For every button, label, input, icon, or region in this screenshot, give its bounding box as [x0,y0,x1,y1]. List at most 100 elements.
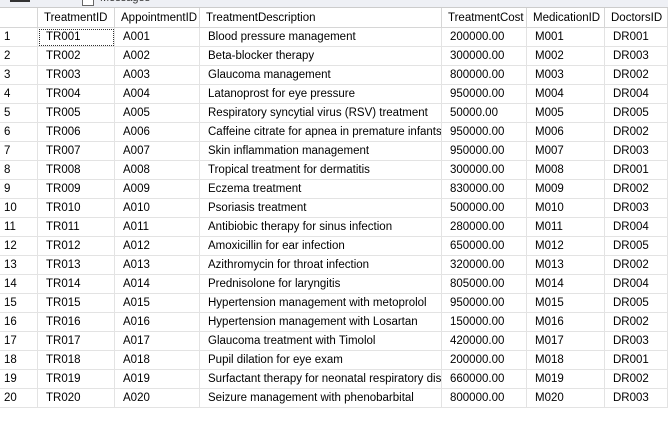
grid-cell[interactable]: DR002 [605,180,668,199]
row-number[interactable]: 4 [0,85,38,104]
row-number[interactable]: 15 [0,294,38,313]
grid-cell[interactable]: A007 [115,142,200,161]
grid-cell[interactable]: M020 [527,389,605,408]
grid-cell[interactable]: M006 [527,123,605,142]
grid-cell[interactable]: M003 [527,66,605,85]
grid-cell[interactable]: 830000.00 [442,180,527,199]
grid-cell[interactable]: Hypertension management with metoprolol [200,294,442,313]
grid-cell[interactable]: M008 [527,161,605,180]
grid-cell[interactable]: TR017 [38,332,115,351]
grid-cell[interactable]: TR008 [38,161,115,180]
grid-cell[interactable]: A017 [115,332,200,351]
grid-cell[interactable]: Pupil dilation for eye exam [200,351,442,370]
row-number[interactable]: 17 [0,332,38,351]
grid-cell[interactable]: TR013 [38,256,115,275]
grid-cell[interactable]: DR001 [605,351,668,370]
column-header[interactable]: DoctorsID [605,8,668,28]
column-header[interactable]: TreatmentDescription [200,8,442,28]
grid-cell[interactable]: TR006 [38,123,115,142]
grid-cell[interactable]: TR010 [38,199,115,218]
grid-cell[interactable]: M014 [527,275,605,294]
grid-cell[interactable]: TR001 [38,28,115,47]
row-number[interactable]: 16 [0,313,38,332]
column-header[interactable]: TreatmentCost [442,8,527,28]
grid-cell[interactable]: Hypertension management with Losartan [200,313,442,332]
grid-cell[interactable]: A003 [115,66,200,85]
grid-cell[interactable]: DR002 [605,66,668,85]
grid-cell[interactable]: Blood pressure management [200,28,442,47]
grid-cell[interactable]: Caffeine citrate for apnea in premature … [200,123,442,142]
grid-cell[interactable]: 950000.00 [442,294,527,313]
row-number[interactable]: 19 [0,370,38,389]
grid-cell[interactable]: 200000.00 [442,28,527,47]
grid-cell[interactable]: M016 [527,313,605,332]
grid-cell[interactable]: A012 [115,237,200,256]
grid-cell[interactable]: M015 [527,294,605,313]
grid-cell[interactable]: Amoxicillin for ear infection [200,237,442,256]
grid-cell[interactable]: 950000.00 [442,85,527,104]
grid-cell[interactable]: DR004 [605,218,668,237]
grid-cell[interactable]: A002 [115,47,200,66]
grid-cell[interactable]: DR004 [605,85,668,104]
grid-cell[interactable]: M010 [527,199,605,218]
grid-cell[interactable]: 300000.00 [442,161,527,180]
row-number[interactable]: 7 [0,142,38,161]
grid-cell[interactable]: DR003 [605,47,668,66]
grid-cell[interactable]: DR002 [605,256,668,275]
grid-cell[interactable]: A004 [115,85,200,104]
row-number[interactable]: 14 [0,275,38,294]
grid-cell[interactable]: 805000.00 [442,275,527,294]
grid-cell[interactable]: M013 [527,256,605,275]
grid-cell[interactable]: A001 [115,28,200,47]
grid-cell[interactable]: M011 [527,218,605,237]
row-number[interactable]: 18 [0,351,38,370]
grid-cell[interactable]: M004 [527,85,605,104]
grid-cell[interactable]: DR005 [605,237,668,256]
grid-cell[interactable]: A005 [115,104,200,123]
grid-cell[interactable]: Psoriasis treatment [200,199,442,218]
grid-cell[interactable]: 150000.00 [442,313,527,332]
grid-cell[interactable]: Tropical treatment for dermatitis [200,161,442,180]
grid-cell[interactable]: 950000.00 [442,123,527,142]
grid-cell[interactable]: Latanoprost for eye pressure [200,85,442,104]
grid-cell[interactable]: TR019 [38,370,115,389]
grid-cell[interactable]: 200000.00 [442,351,527,370]
grid-cell[interactable]: A013 [115,256,200,275]
grid-cell[interactable]: Surfactant therapy for neonatal respirat… [200,370,442,389]
grid-cell[interactable]: TR009 [38,180,115,199]
grid-cell[interactable]: 800000.00 [442,389,527,408]
grid-cell[interactable]: Beta-blocker therapy [200,47,442,66]
grid-cell[interactable]: TR012 [38,237,115,256]
grid-cell[interactable]: 280000.00 [442,218,527,237]
grid-cell[interactable]: DR003 [605,389,668,408]
grid-cell[interactable]: Prednisolone for laryngitis [200,275,442,294]
row-number[interactable]: 10 [0,199,38,218]
grid-cell[interactable]: TR018 [38,351,115,370]
grid-cell[interactable]: TR005 [38,104,115,123]
grid-cell[interactable]: 660000.00 [442,370,527,389]
grid-cell[interactable]: TR015 [38,294,115,313]
grid-cell[interactable]: M018 [527,351,605,370]
grid-cell[interactable]: DR005 [605,294,668,313]
grid-cell[interactable]: TR014 [38,275,115,294]
grid-cell[interactable]: DR002 [605,370,668,389]
row-number[interactable]: 5 [0,104,38,123]
row-number[interactable]: 8 [0,161,38,180]
grid-cell[interactable]: 500000.00 [442,199,527,218]
row-number[interactable]: 20 [0,389,38,408]
grid-cell[interactable]: A016 [115,313,200,332]
grid-cell[interactable]: A010 [115,199,200,218]
grid-cell[interactable]: A014 [115,275,200,294]
grid-cell[interactable]: A020 [115,389,200,408]
grid-cell[interactable]: M009 [527,180,605,199]
grid-cell[interactable]: DR001 [605,28,668,47]
grid-cell[interactable]: A015 [115,294,200,313]
grid-cell[interactable]: TR007 [38,142,115,161]
grid-cell[interactable]: M007 [527,142,605,161]
grid-cell[interactable]: TR004 [38,85,115,104]
grid-cell[interactable]: M001 [527,28,605,47]
grid-cell[interactable]: 420000.00 [442,332,527,351]
grid-cell[interactable]: Respiratory syncytial virus (RSV) treatm… [200,104,442,123]
grid-cell[interactable]: TR002 [38,47,115,66]
grid-cell[interactable]: M017 [527,332,605,351]
